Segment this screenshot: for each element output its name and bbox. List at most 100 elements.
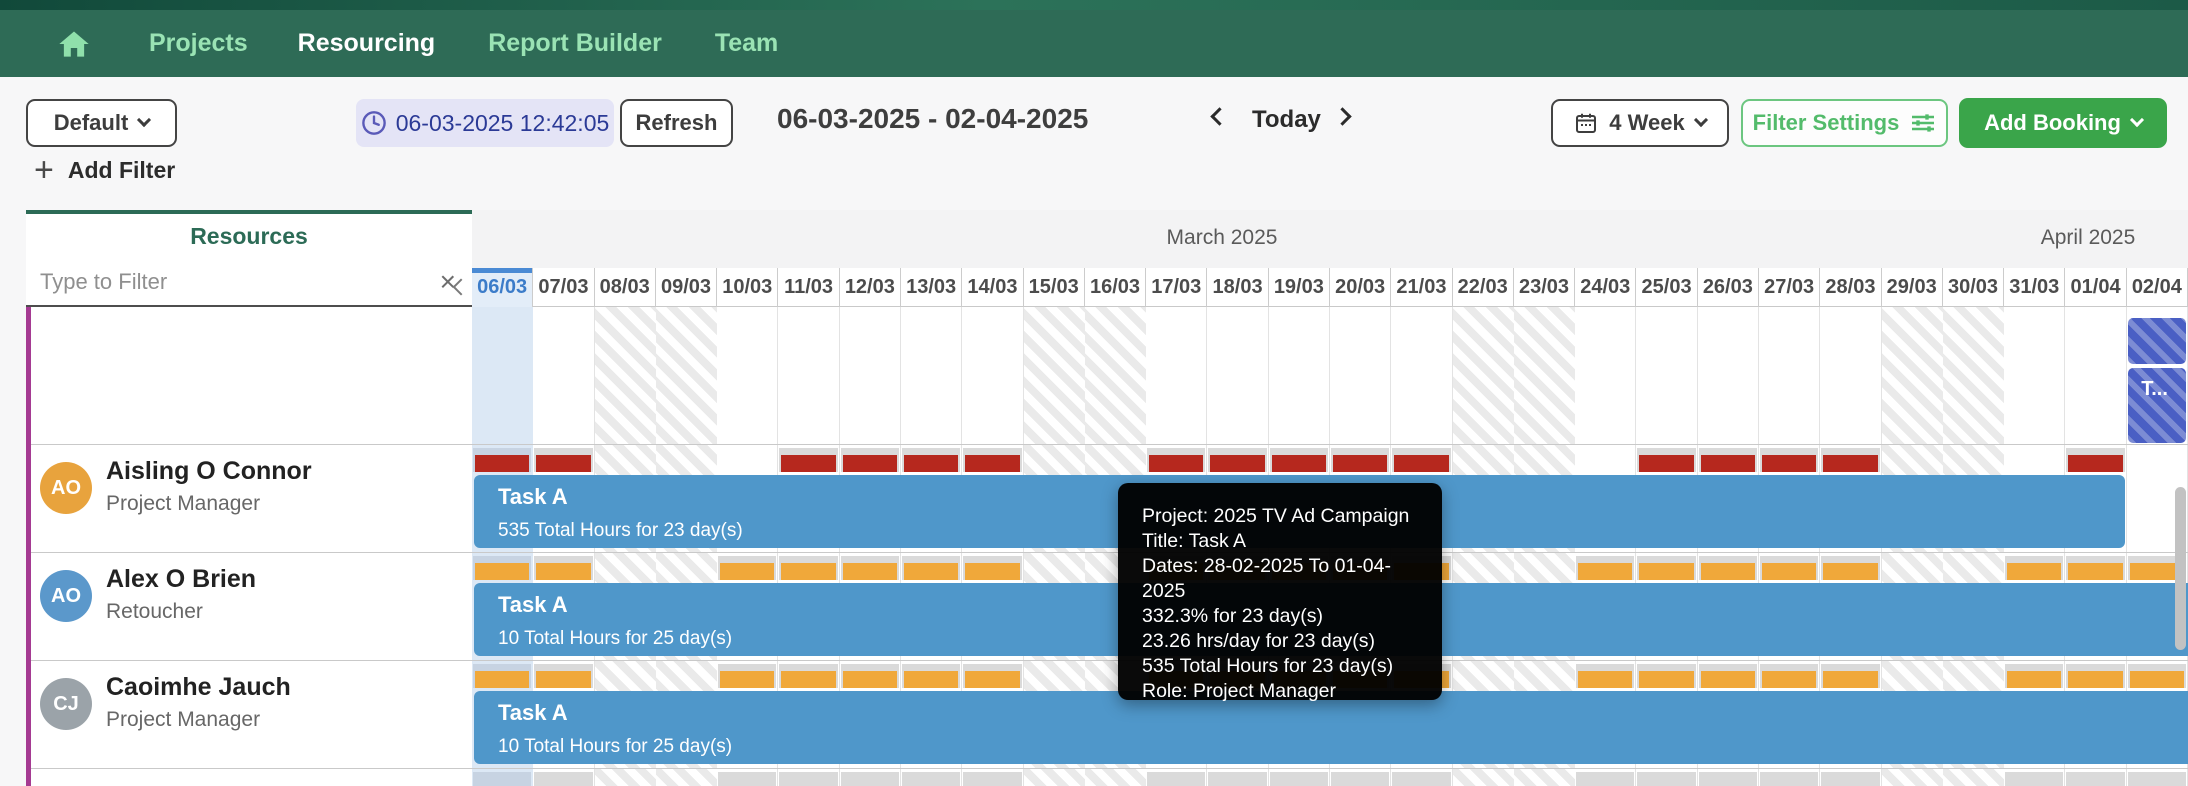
booking-title: Task A (498, 592, 568, 617)
grid-cell-border (1207, 769, 1269, 786)
utilization-bar (842, 671, 897, 688)
month-label-april: April 2025 (2040, 226, 2136, 249)
top-accent-strip (0, 0, 2188, 10)
grid-cell-border (533, 307, 595, 444)
today-button[interactable]: Today (1252, 106, 1321, 133)
avatar: AO (40, 462, 92, 514)
event-bar[interactable]: T... (2128, 368, 2187, 443)
grid-cell-border (1391, 769, 1453, 786)
weekend-hatch (655, 307, 718, 444)
date-cell: 31/03 (2004, 268, 2066, 307)
nav-team[interactable]: Team (714, 29, 779, 57)
date-cell: 17/03 (1146, 268, 1208, 307)
weekend-hatch (1942, 769, 2005, 786)
resource-spacer-row (26, 307, 472, 445)
resource-filter-input[interactable] (38, 268, 418, 296)
tooltip-role: Role: Project Manager (1142, 680, 1337, 702)
utilization-bar (904, 671, 959, 688)
add-booking-button[interactable]: Add Booking (1959, 98, 2167, 148)
event-bar[interactable] (2128, 318, 2187, 364)
utilization-bar (2068, 455, 2123, 472)
weekend-hatch (594, 769, 656, 786)
resource-row[interactable]: CJ Caoimhe Jauch Project Manager (26, 661, 472, 769)
tooltip-dates: Dates: 28-02-2025 To 01-04-2025 (1142, 555, 1391, 602)
calendar-icon (1576, 113, 1597, 133)
date-cell: 29/03 (1882, 268, 1943, 307)
utilization-bar (1578, 563, 1633, 580)
weekend-hatch (1452, 307, 1514, 444)
grid-cell-border (901, 769, 963, 786)
resource-row[interactable]: AO Aisling O Connor Project Manager (26, 445, 472, 553)
utilization-bar (965, 563, 1020, 580)
filter-settings-button[interactable]: Filter Settings (1741, 99, 1948, 147)
grid-cell-border (1575, 769, 1637, 786)
grid-cell-border (1146, 307, 1208, 444)
grid-cell-border (840, 307, 901, 444)
date-cell: 27/03 (1759, 268, 1821, 307)
vertical-scrollbar-thumb[interactable] (2175, 487, 2186, 650)
utilization-bar (1823, 671, 1878, 688)
utilization-bar (2068, 563, 2123, 580)
utilization-bar (536, 455, 591, 472)
capacity-cap (2066, 772, 2125, 786)
resource-group-stripe (26, 307, 31, 786)
utilization-bar (1762, 671, 1817, 688)
capacity-cap (779, 772, 838, 786)
prev-period-chevron-icon[interactable] (1210, 107, 1229, 126)
next-period-chevron-icon[interactable] (1333, 107, 1352, 126)
utilization-bar (2129, 563, 2184, 580)
utilization-bar (781, 671, 836, 688)
date-cell: 18/03 (1207, 268, 1269, 307)
grid-cell-border (778, 307, 840, 444)
resource-row[interactable]: AO Alex O Brien Retoucher (26, 553, 472, 661)
grid-cell-border (1636, 307, 1698, 444)
tooltip-total-hours: 535 Total Hours for 23 day(s) (1142, 655, 1394, 677)
nav-resourcing[interactable]: Resourcing (297, 29, 436, 57)
nav-report-builder[interactable]: Report Builder (488, 29, 662, 57)
clear-filter-icon[interactable]: × (439, 266, 456, 297)
utilization-bar (1762, 455, 1817, 472)
date-cell: 26/03 (1698, 268, 1759, 307)
date-cell: 11/03 (778, 268, 840, 307)
date-cell: 10/03 (717, 268, 779, 307)
timestamp-value: 06-03-2025 12:42:05 (395, 109, 610, 136)
sliders-icon (1912, 114, 1935, 132)
utilization-bar (536, 671, 591, 688)
nav-projects[interactable]: Projects (149, 29, 248, 57)
view-preset-dropdown[interactable]: Default (26, 99, 177, 147)
capacity-cap (1576, 772, 1635, 786)
grid-cell-border (2065, 445, 2127, 552)
zoom-level-dropdown[interactable]: 4 Week (1551, 99, 1729, 147)
grid-cell-border (1575, 307, 1637, 444)
add-booking-label: Add Booking (1984, 110, 2121, 135)
refresh-button[interactable]: Refresh (620, 99, 733, 147)
utilization-bar (1271, 455, 1326, 472)
add-filter-label: Add Filter (67, 156, 176, 183)
resource-name: Caoimhe Jauch (106, 673, 291, 701)
grid-cell-border (778, 769, 840, 786)
weekend-hatch (1023, 769, 1085, 786)
utilization-bar (965, 455, 1020, 472)
grid-cell-border (1391, 307, 1453, 444)
grid-cell-border (901, 307, 963, 444)
booking-title: Task A (498, 700, 568, 725)
utilization-bar (1700, 563, 1755, 580)
grid-cell-border (1146, 769, 1208, 786)
month-label-march: March 2025 (1166, 226, 1278, 249)
timeline-caps-row (472, 769, 2188, 786)
add-filter-button[interactable]: + Add Filter (34, 153, 176, 187)
utilization-bar (842, 455, 897, 472)
booking-bar[interactable]: Task A 10 Total Hours for 25 day(s) (474, 691, 2188, 764)
home-icon[interactable] (57, 28, 91, 60)
utilization-bar (720, 671, 775, 688)
utilization-bar (965, 671, 1020, 688)
date-cell: 14/03 (962, 268, 1024, 307)
last-refresh-timestamp: 06-03-2025 12:42:05 (356, 99, 614, 147)
capacity-cap (1821, 772, 1880, 786)
capacity-cap (534, 772, 593, 786)
grid-cell-border (2127, 307, 2188, 444)
utilization-bar (475, 563, 530, 580)
resource-role: Project Manager (106, 492, 261, 515)
booking-subtitle: 535 Total Hours for 23 day(s) (498, 520, 743, 541)
